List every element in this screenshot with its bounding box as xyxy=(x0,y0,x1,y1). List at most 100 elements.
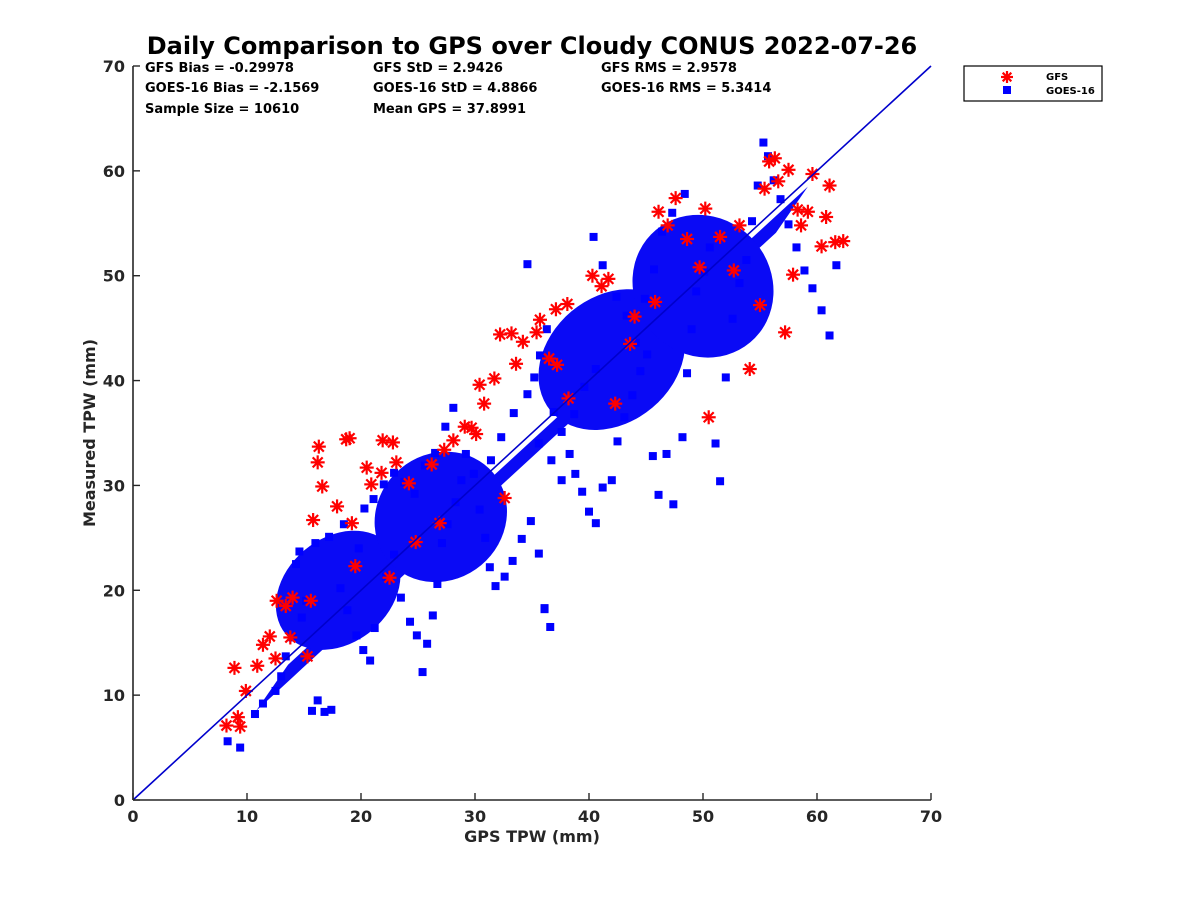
goes16-point xyxy=(469,469,478,478)
gfs-point xyxy=(648,294,663,309)
gfs-point xyxy=(250,658,265,673)
stat-goes-rms: GOES-16 RMS = 5.3414 xyxy=(601,81,771,96)
goes16-point xyxy=(598,483,607,492)
gfs-point xyxy=(585,268,600,283)
gfs-point xyxy=(509,356,524,371)
goes16-point xyxy=(258,699,267,708)
gfs-point xyxy=(800,204,815,219)
goes16-point xyxy=(325,532,334,541)
goes16-point xyxy=(748,217,757,226)
goes16-point xyxy=(486,456,495,465)
gfs-point xyxy=(778,325,793,340)
goes16-point xyxy=(763,152,772,161)
goes16-point xyxy=(523,260,532,269)
axis-ticks: 0 10 20 30 40 50 60 70 0 10 20 30 40 50 60 70 xyxy=(103,57,942,826)
gfs-point xyxy=(726,263,741,278)
goes16-point xyxy=(406,617,415,626)
goes16-point xyxy=(396,593,405,602)
gfs-point xyxy=(836,234,851,249)
goes16-point xyxy=(817,306,826,315)
gfs-point xyxy=(651,204,666,219)
x-tick-label: 0 xyxy=(127,807,138,826)
goes16-point xyxy=(410,489,419,498)
goes16-point xyxy=(580,382,589,391)
goes16-point xyxy=(354,544,363,553)
gfs-point xyxy=(732,218,747,233)
x-tick-label: 10 xyxy=(236,807,258,826)
y-tick-label: 50 xyxy=(103,267,125,286)
x-tick-label: 60 xyxy=(806,807,828,826)
goes16-point xyxy=(565,449,574,458)
legend-box xyxy=(963,65,1103,102)
gfs-point xyxy=(781,162,796,177)
goes16-point xyxy=(271,686,280,695)
goes16-point xyxy=(352,631,361,640)
goes16-point xyxy=(557,476,566,485)
goes16-point xyxy=(390,550,399,559)
goes16-point xyxy=(534,439,543,448)
gfs-point xyxy=(303,593,318,608)
y-tick-label: 70 xyxy=(103,57,125,76)
stat-sample-size: Sample Size = 10610 xyxy=(145,102,299,117)
goes16-point xyxy=(711,439,720,448)
goes16-point xyxy=(668,208,677,217)
goes16-point xyxy=(526,517,535,526)
goes16-point xyxy=(808,284,817,293)
gfs-point xyxy=(660,218,675,233)
gfs-point xyxy=(771,174,786,189)
legend: GFS GOES-16 xyxy=(963,65,1103,102)
gfs-point xyxy=(504,326,519,341)
goes16-point xyxy=(390,468,399,477)
goes16-point xyxy=(236,743,245,752)
x-axis-label: GPS TPW (mm) xyxy=(464,827,600,846)
y-tick-label: 0 xyxy=(114,791,125,810)
goes16-point xyxy=(428,611,437,620)
goes16-point xyxy=(585,507,593,516)
goes16-point xyxy=(825,331,834,340)
goes16-point xyxy=(281,652,290,661)
goes16-point xyxy=(620,413,629,422)
goes16-point xyxy=(591,365,600,374)
goes16-point xyxy=(692,287,701,296)
gfs-point xyxy=(701,410,716,425)
goes16-point xyxy=(509,409,518,418)
gfs-point xyxy=(375,433,390,448)
goes16-point xyxy=(327,705,336,714)
goes16-point xyxy=(753,181,762,190)
goes16-point xyxy=(643,350,652,359)
goes16-point xyxy=(359,646,368,655)
gfs-point xyxy=(529,325,544,340)
gfs-point xyxy=(767,151,782,166)
gfs-point xyxy=(692,260,707,275)
gfs-point xyxy=(560,297,575,312)
x-tick-label: 70 xyxy=(920,807,942,826)
goes16-point xyxy=(297,613,306,622)
x-tick-label: 20 xyxy=(350,807,372,826)
gfs-point xyxy=(668,191,683,206)
goes16-point xyxy=(320,707,329,716)
goes16-point xyxy=(687,325,696,334)
legend-goes-marker-icon xyxy=(1003,86,1011,94)
gfs-point xyxy=(285,590,300,605)
gfs-point xyxy=(389,455,404,470)
goes16-point xyxy=(535,351,544,360)
x-tick-label: 30 xyxy=(464,807,486,826)
y-tick-label: 20 xyxy=(103,581,125,600)
goes16-point xyxy=(662,449,671,458)
goes16-point xyxy=(370,624,379,633)
x-tick-label: 40 xyxy=(578,807,600,826)
goes16-point xyxy=(784,220,793,229)
gfs-point xyxy=(794,218,809,233)
gfs-point xyxy=(753,298,767,313)
gfs-point xyxy=(262,629,277,644)
goes16-point xyxy=(461,449,470,458)
goes16-point xyxy=(728,314,737,323)
goes16-point xyxy=(295,547,304,556)
goes16-point xyxy=(517,534,526,543)
gfs-point xyxy=(814,239,829,254)
y-tick-label: 10 xyxy=(103,686,125,705)
goes16-point xyxy=(250,710,259,719)
gfs-point xyxy=(472,377,487,392)
goes16-point xyxy=(366,656,375,665)
goes16-point xyxy=(613,437,622,446)
